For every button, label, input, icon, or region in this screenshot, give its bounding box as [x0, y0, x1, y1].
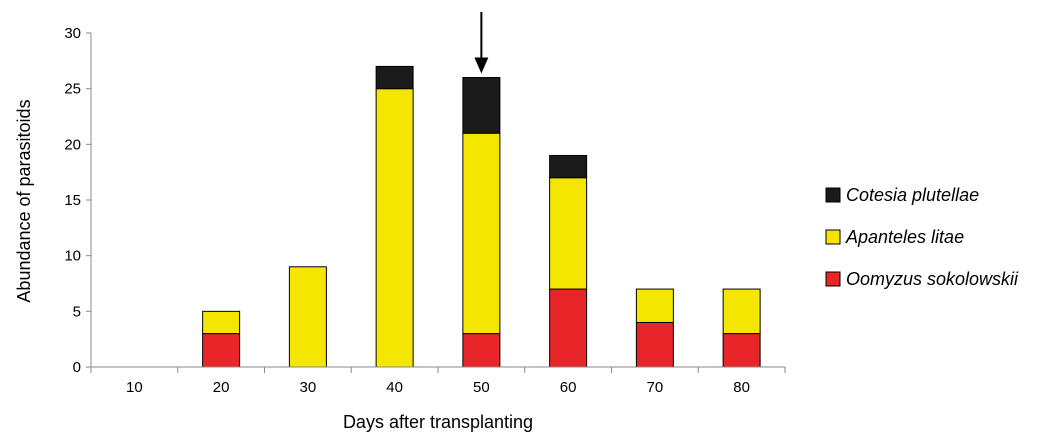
x-tick-label: 40	[386, 379, 403, 396]
y-axis-title: Abundance of parasitoids	[14, 99, 34, 302]
legend-swatch	[825, 229, 841, 245]
legend-label: Apanteles litae	[845, 227, 964, 247]
y-tick-label: 10	[64, 248, 81, 265]
legend-label: Oomyzus sokolowskii	[846, 269, 1019, 289]
bar-segment-apanteles-litae	[288, 266, 327, 368]
bar-segment-oomyzus-sokolowskii	[722, 333, 761, 368]
bar-segment-oomyzus-sokolowskii	[635, 321, 674, 368]
bar-segment-apanteles-litae	[202, 310, 241, 335]
bar-segment-oomyzus-sokolowskii	[462, 333, 501, 368]
y-tick-label: 15	[64, 192, 81, 209]
legend-label: Cotesia plutellae	[846, 185, 979, 205]
x-axis-ticks: 10 20 30 40 50 60 70 80	[90, 367, 786, 396]
bar-segment-apanteles-litae	[462, 132, 501, 335]
bar-segment-apanteles-litae	[375, 88, 414, 368]
legend-swatch	[825, 187, 841, 203]
arrow-annotation	[474, 12, 489, 74]
x-tick-label: 60	[560, 379, 577, 396]
bar-segment-oomyzus-sokolowskii	[549, 288, 588, 368]
x-tick-label: 50	[473, 379, 490, 396]
x-tick-label: 10	[126, 379, 143, 396]
arrow-head	[474, 57, 489, 74]
bar-segment-apanteles-litae	[722, 288, 761, 335]
legend: Cotesia plutellae Apanteles litae Oomyzus …	[825, 185, 1019, 289]
bar-segment-cotesia-plutellae	[549, 154, 588, 179]
y-tick-label: 20	[64, 136, 81, 153]
x-axis-title: Days after transplanting	[343, 412, 533, 432]
bar-segment-apanteles-litae	[549, 177, 588, 290]
y-tick-label: 0	[73, 359, 81, 376]
y-tick-label: 30	[64, 25, 81, 42]
bar-segment-apanteles-litae	[635, 288, 674, 323]
x-tick-label: 30	[300, 379, 317, 396]
y-tick-label: 5	[73, 303, 81, 320]
y-tick-label: 25	[64, 81, 81, 98]
bar-segment-cotesia-plutellae	[462, 77, 501, 134]
bar-segment-cotesia-plutellae	[375, 65, 414, 90]
legend-swatch	[825, 271, 841, 287]
bars	[202, 65, 761, 368]
x-tick-label: 80	[733, 379, 750, 396]
bar-segment-oomyzus-sokolowskii	[202, 333, 241, 368]
x-tick-label: 70	[647, 379, 664, 396]
x-tick-label: 20	[213, 379, 230, 396]
y-axis-ticks: 0 5 10 15 20 25 30	[64, 25, 91, 376]
